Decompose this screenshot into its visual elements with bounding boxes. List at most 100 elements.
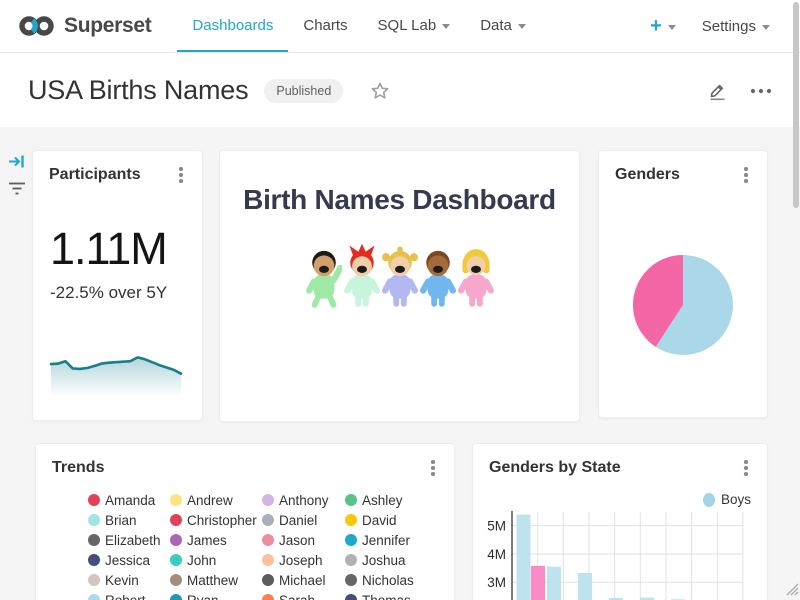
chart-title: Trends <box>52 459 105 476</box>
legend-item-kevin[interactable]: Kevin <box>88 570 170 590</box>
legend-item-jennifer[interactable]: Jennifer <box>345 530 445 550</box>
legend-dot <box>88 574 100 586</box>
kid-illustration <box>419 250 456 307</box>
expand-filter-bar-icon[interactable] <box>8 153 26 175</box>
legend-item-david[interactable]: David <box>345 510 445 530</box>
legend-dot <box>262 554 274 566</box>
legend-item-elizabeth[interactable]: Elizabeth <box>88 530 170 550</box>
legend-dot <box>88 514 100 526</box>
legend-dot <box>345 554 357 566</box>
favorite-star-icon[interactable] <box>369 80 391 102</box>
legend-label: Christopher <box>187 512 257 528</box>
legend-item-thomas[interactable]: Thomas <box>345 590 445 600</box>
legend-label: David <box>362 512 397 528</box>
filter-icon[interactable] <box>7 180 27 202</box>
legend-item-ashley[interactable]: Ashley <box>345 490 445 510</box>
trend-sparkline <box>48 337 184 400</box>
settings-label: Settings <box>701 17 756 35</box>
legend-dot <box>262 514 274 526</box>
legend-label: Ryan <box>187 592 219 600</box>
legend-dot <box>170 514 182 526</box>
legend-dot <box>262 594 274 600</box>
legend-item-anthony[interactable]: Anthony <box>262 490 345 510</box>
legend-item-jessica[interactable]: Jessica <box>88 550 170 570</box>
superset-infinity-icon <box>19 16 54 36</box>
legend-label: Brian <box>105 512 137 528</box>
chart-title: Genders by State <box>489 459 621 476</box>
legend-label: Nicholas <box>362 572 414 588</box>
kid-illustration <box>457 249 494 307</box>
nav-item-sql-lab[interactable]: SQL Lab <box>363 0 466 52</box>
legend-dot <box>170 574 182 586</box>
legend-item-brian[interactable]: Brian <box>88 510 170 530</box>
legend-label: Jessica <box>105 552 151 568</box>
legend-label: Jason <box>279 532 316 548</box>
dashboard-actions <box>707 80 772 101</box>
nav-item-charts[interactable]: Charts <box>288 0 362 52</box>
legend-label: Daniel <box>279 512 318 528</box>
kids-illustration <box>220 241 579 313</box>
more-options-icon[interactable] <box>750 88 772 94</box>
legend-label: Joseph <box>279 552 323 568</box>
nav-item-data[interactable]: Data <box>465 0 541 52</box>
legend-item-boys[interactable]: Boys <box>702 492 751 507</box>
chart-menu-icon[interactable] <box>737 165 755 185</box>
page-scrollbar-thumb[interactable] <box>793 2 799 208</box>
edit-dashboard-icon[interactable] <box>707 80 728 101</box>
legend-dot <box>88 534 100 546</box>
legend-label: Michael <box>279 572 326 588</box>
legend-item-nicholas[interactable]: Nicholas <box>345 570 445 590</box>
legend-label: Andrew <box>187 492 233 508</box>
svg-text:4M: 4M <box>487 547 506 562</box>
legend-dot <box>88 594 100 600</box>
chart-menu-icon[interactable] <box>172 165 190 185</box>
legend-label: Amanda <box>105 492 156 508</box>
legend-item-christopher[interactable]: Christopher <box>170 510 262 530</box>
svg-text:5M: 5M <box>487 518 506 533</box>
legend-label: Sarah <box>279 592 316 600</box>
legend-label: Thomas <box>362 592 411 600</box>
published-badge[interactable]: Published <box>264 78 344 103</box>
genders-by-state-card: Genders by State 5M 4M 3M Boys <box>472 443 768 600</box>
legend-dot <box>170 494 182 506</box>
legend-label: Matthew <box>187 572 239 588</box>
nav-item-dashboards[interactable]: Dashboards <box>177 0 289 52</box>
legend-item-ryan[interactable]: Ryan <box>170 590 262 600</box>
legend-label: Ashley <box>362 492 403 508</box>
card-resize-handle[interactable] <box>786 583 799 600</box>
legend-item-daniel[interactable]: Daniel <box>262 510 345 530</box>
big-number-subheader: -22.5% over 5Y <box>50 283 168 302</box>
legend-item-joseph[interactable]: Joseph <box>262 550 345 570</box>
legend-item-robert[interactable]: Robert <box>88 590 170 600</box>
big-number-value: 1.11M <box>50 223 168 274</box>
legend-item-john[interactable]: John <box>170 550 262 570</box>
navbar-right: + Settings <box>650 16 770 36</box>
chevron-down-icon <box>442 23 451 29</box>
legend-label: Anthony <box>279 492 329 508</box>
legend-dot <box>345 514 357 526</box>
genders-pie-chart[interactable] <box>628 250 738 365</box>
settings-menu-button[interactable]: Settings <box>702 18 770 35</box>
chart-menu-icon[interactable] <box>424 458 442 478</box>
legend-item-jason[interactable]: Jason <box>262 530 345 550</box>
legend-dot <box>345 534 357 546</box>
legend-item-joshua[interactable]: Joshua <box>345 550 445 570</box>
legend-label: Kevin <box>105 572 139 588</box>
legend-label: James <box>187 532 227 548</box>
participants-card: Participants 1.11M -22.5% over 5Y <box>32 150 203 421</box>
legend-item-michael[interactable]: Michael <box>262 570 345 590</box>
legend-item-andrew[interactable]: Andrew <box>170 490 262 510</box>
legend-item-james[interactable]: James <box>170 530 262 550</box>
plus-icon: + <box>650 15 662 37</box>
new-item-button[interactable]: + <box>650 16 676 36</box>
legend-item-matthew[interactable]: Matthew <box>170 570 262 590</box>
chart-menu-icon[interactable] <box>737 458 755 478</box>
svg-text:3M: 3M <box>487 575 506 590</box>
chevron-down-icon <box>667 24 676 30</box>
legend-item-sarah[interactable]: Sarah <box>262 590 345 600</box>
nav-item-label: Charts <box>303 16 348 34</box>
legend-dot <box>262 574 274 586</box>
superset-logo[interactable]: Superset <box>18 13 152 39</box>
legend-item-amanda[interactable]: Amanda <box>88 490 170 510</box>
